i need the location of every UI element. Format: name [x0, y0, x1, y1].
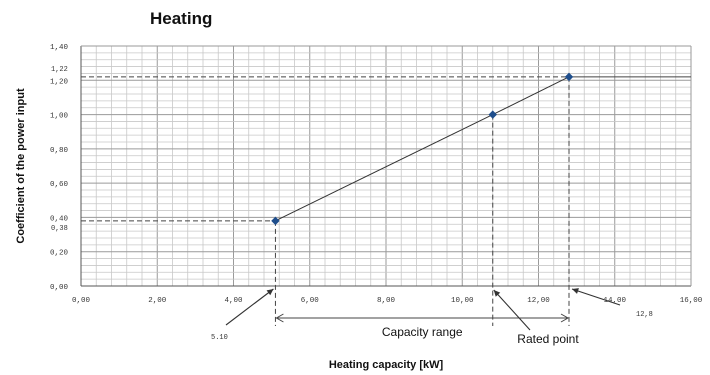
x-tick-label: 16,00 [680, 297, 703, 305]
x-axis-title: Heating capacity [kW] [329, 359, 444, 371]
y-axis-title: Coefficient of the power input [15, 88, 27, 244]
axes [80, 45, 692, 287]
rated-point-pointer-arrow [493, 289, 531, 331]
annotations: 1,22 0,38 5.10 12,8 Capacity range Rated poin… [51, 66, 653, 346]
reference-lines [81, 76, 691, 326]
grid [80, 45, 692, 287]
x-tick-label: 6,00 [301, 297, 320, 305]
x-min-value-label: 5.10 [211, 334, 228, 342]
data-point [271, 216, 280, 226]
x-tick-label: 0,00 [72, 297, 91, 305]
x-tick-label: 12,00 [527, 297, 550, 305]
x-tick-label: 10,00 [451, 297, 474, 305]
y-max-value-label: 1,22 [51, 66, 68, 74]
x-tick-label: 4,00 [224, 297, 243, 305]
arrow-head [266, 289, 274, 296]
data-series [271, 72, 574, 226]
x-tick-label: 8,00 [377, 297, 396, 305]
arrow-head [560, 313, 570, 323]
y-tick-label: 0,40 [50, 215, 69, 223]
y-tick-label: 0,00 [50, 284, 69, 292]
tick-labels: 0,00 2,00 4,00 6,00 8,00 10,00 12,00 14,00 16,00… [50, 44, 703, 305]
x-tick-label: 2,00 [148, 297, 167, 305]
y-tick-label: 1,20 [50, 78, 69, 86]
arrow-head [493, 290, 501, 297]
y-tick-label: 0,80 [50, 147, 69, 155]
chart-title: Heating [150, 9, 212, 28]
arrow-head [275, 313, 284, 323]
capacity-range-label: Capacity range [382, 325, 463, 339]
y-tick-label: 0,60 [50, 181, 69, 189]
data-point [488, 110, 497, 119]
y-min-value-label: 0,38 [51, 225, 68, 233]
y-tick-label: 0,20 [50, 250, 69, 258]
x-tick-label: 14,00 [603, 297, 626, 305]
data-point [564, 72, 574, 82]
rated-point-label: Rated point [517, 332, 579, 346]
y-tick-label: 1,00 [50, 113, 69, 121]
y-tick-label: 1,40 [50, 44, 69, 52]
arrow-head [572, 288, 579, 294]
x-min-pointer-arrow [225, 288, 274, 326]
x-max-pointer-arrow [571, 288, 621, 306]
x-max-value-label: 12,8 [636, 311, 653, 319]
